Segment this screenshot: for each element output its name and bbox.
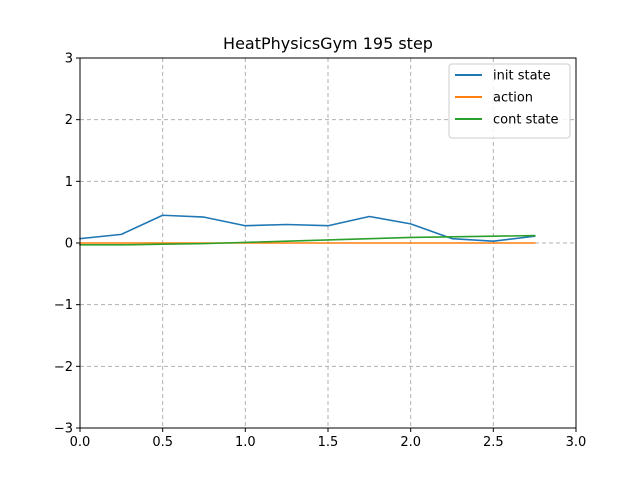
x-tick-label: 3.0 [566, 435, 587, 450]
x-tick-label: 2.5 [483, 435, 504, 450]
legend-label: cont state [493, 113, 559, 128]
x-tick-label: 2.0 [400, 435, 421, 450]
legend-label: action [493, 91, 533, 106]
x-tick-label: 0.5 [152, 435, 173, 450]
legend: init state action cont state [448, 63, 571, 139]
chart-title: HeatPhysicsGym 195 step [223, 34, 433, 53]
series-line-init-state [79, 214, 536, 242]
y-tick-label: −2 [54, 360, 73, 375]
x-tick-label: 0.0 [70, 435, 91, 450]
y-tick-label: 1 [65, 175, 73, 190]
y-tick-label: 0 [65, 237, 73, 252]
x-tick-label: 1.5 [318, 435, 339, 450]
series-lines [79, 214, 536, 246]
y-tick-label: −3 [54, 422, 73, 437]
axes: 0.0 0.5 1.0 1.5 2.0 2.5 3.0 −3 −2 −1 0 1 2 3 [54, 52, 587, 451]
y-tick-label: 2 [65, 113, 73, 128]
x-tick-label: 1.0 [235, 435, 256, 450]
y-tick-label: 3 [65, 52, 73, 67]
y-tick-label: −1 [54, 298, 73, 313]
series-line-cont-state [79, 234, 536, 246]
legend-label: init state [493, 69, 551, 84]
